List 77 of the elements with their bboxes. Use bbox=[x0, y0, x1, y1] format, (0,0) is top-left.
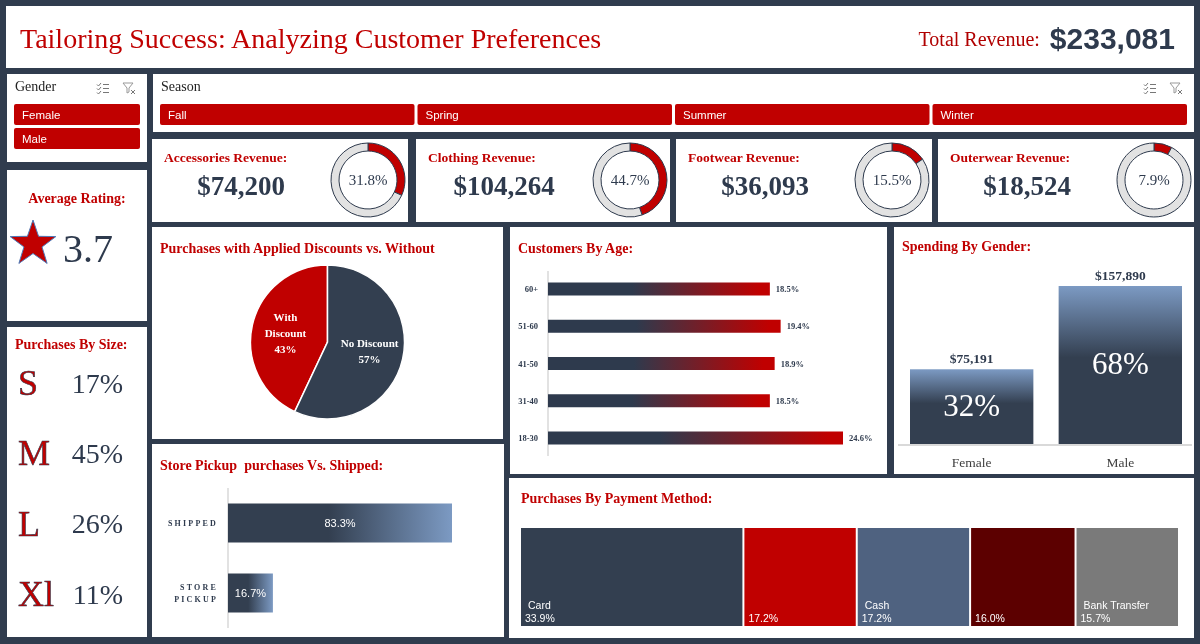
text: Total Revenue: bbox=[918, 28, 1040, 50]
bar bbox=[548, 394, 770, 408]
y-tick-label: 31-40 bbox=[518, 395, 538, 406]
chart-title: Customers By Age: bbox=[518, 240, 634, 256]
text: 44.7% bbox=[610, 172, 650, 188]
text: Outerwear Revenue: bbox=[950, 149, 1071, 165]
bar bbox=[548, 282, 770, 296]
data-label: 18.5% bbox=[775, 284, 800, 294]
y-tick-label: 60+ bbox=[524, 284, 539, 294]
donut-slice bbox=[854, 142, 930, 218]
text: Summer bbox=[683, 109, 727, 121]
text: 11% bbox=[72, 578, 123, 610]
category-label: Bank Transfer bbox=[1083, 599, 1150, 611]
text: Female bbox=[22, 109, 61, 121]
text: $18,524 bbox=[983, 171, 1071, 201]
category-label: M bbox=[18, 433, 51, 474]
donut-slice bbox=[1116, 142, 1192, 218]
data-label: 57% bbox=[358, 353, 381, 366]
data-label: 17.2% bbox=[748, 612, 779, 624]
donut-slice bbox=[330, 142, 403, 218]
text: $233,081 bbox=[1049, 21, 1175, 55]
text: Fall bbox=[168, 109, 187, 121]
data-label: 16.7% bbox=[234, 587, 267, 599]
text: Male bbox=[22, 133, 47, 145]
y-tick-label: STORE PICKUP bbox=[174, 582, 218, 604]
text: 3.7 bbox=[63, 225, 113, 271]
slice-label: With Discount bbox=[264, 310, 307, 339]
text: Winter bbox=[940, 109, 974, 121]
category-label: L bbox=[18, 503, 40, 544]
bar bbox=[548, 357, 775, 370]
text: Accessories Revenue: bbox=[164, 149, 288, 165]
data-label: 18.9% bbox=[780, 358, 805, 369]
text: $74,200 bbox=[197, 171, 285, 201]
chart-title: Purchases with Applied Discounts vs. Without bbox=[160, 240, 435, 256]
text: Clothing Revenue: bbox=[428, 149, 536, 165]
text: Gender bbox=[15, 78, 57, 94]
data-label: 15.7% bbox=[1080, 612, 1111, 624]
data-label: $75,191 bbox=[949, 351, 994, 367]
data-label: 16.0% bbox=[975, 612, 1005, 624]
data-label: 18.5% bbox=[775, 395, 800, 406]
data-label: 33.9% bbox=[525, 612, 555, 624]
annotation: 68% bbox=[1091, 346, 1149, 381]
text: 26% bbox=[71, 508, 123, 540]
y-tick-label: 41-50 bbox=[518, 358, 538, 369]
text: $104,264 bbox=[453, 171, 555, 201]
category-label: Xl bbox=[18, 574, 54, 614]
y-tick-label: SHIPPED bbox=[167, 518, 218, 528]
bar bbox=[548, 319, 781, 333]
category-label: Card bbox=[528, 599, 551, 611]
text: Season bbox=[161, 78, 201, 94]
text: Average Rating: bbox=[28, 190, 126, 206]
y-tick-label: 51-60 bbox=[518, 321, 538, 332]
category-label: Cash bbox=[864, 599, 890, 611]
annotation: 32% bbox=[943, 387, 1001, 423]
category-label: S bbox=[18, 363, 39, 403]
text: Spring bbox=[425, 109, 459, 121]
text: 7.9% bbox=[1138, 172, 1170, 188]
chart-title: Spending By Gender: bbox=[902, 238, 1032, 254]
text: Footwear Revenue: bbox=[688, 149, 800, 165]
text: Purchases By Size: bbox=[15, 336, 128, 352]
text: 45% bbox=[71, 437, 123, 469]
text: Tailoring Success: Analyzing Customer Preferences bbox=[20, 22, 602, 54]
text: Purchases By Payment Method: bbox=[521, 490, 713, 506]
data-label: 19.4% bbox=[786, 321, 811, 332]
data-label: 24.6% bbox=[849, 433, 873, 443]
data-label: 17.2% bbox=[861, 612, 892, 624]
chart-title: Store Pickup purchases Vs. Shipped: bbox=[160, 457, 384, 473]
bar bbox=[548, 431, 843, 445]
y-tick-label: 18-30 bbox=[518, 433, 538, 443]
slice-label: No Discount bbox=[340, 337, 399, 350]
data-label: $157,890 bbox=[1095, 268, 1146, 283]
text: 17% bbox=[71, 367, 123, 399]
data-label: 83.3% bbox=[324, 517, 356, 529]
text: 15.5% bbox=[872, 172, 912, 188]
text: 31.8% bbox=[348, 172, 388, 188]
text: $36,093 bbox=[721, 171, 809, 201]
data-label: 43% bbox=[274, 342, 297, 355]
